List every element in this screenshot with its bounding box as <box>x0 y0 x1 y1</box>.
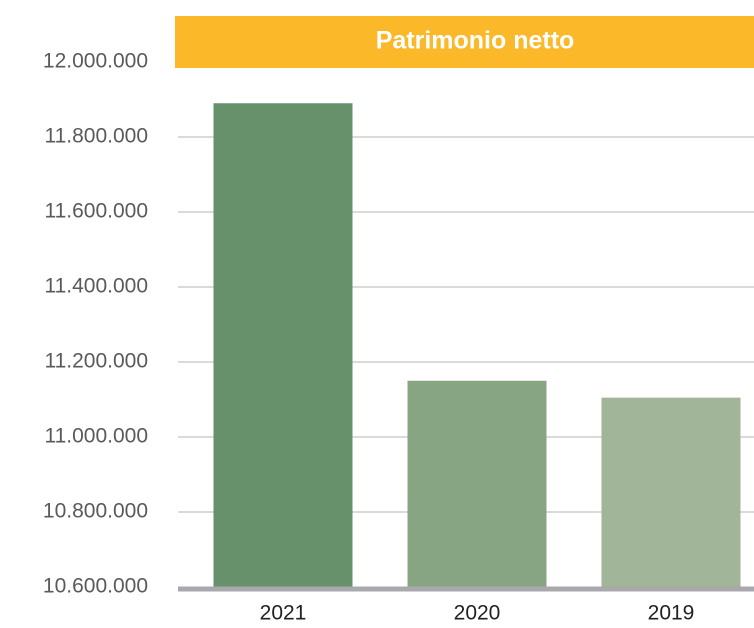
y-tick-label: 11.200.000 <box>44 350 148 373</box>
y-tick-label: 11.800.000 <box>44 125 148 148</box>
x-tick-label: 2020 <box>454 602 501 625</box>
bar <box>213 103 353 587</box>
y-tick-label: 10.800.000 <box>43 500 148 523</box>
bar <box>407 380 547 587</box>
y-tick-label: 11.600.000 <box>44 200 148 223</box>
y-tick-label: 10.600.000 <box>43 575 148 598</box>
x-tick-label: 2021 <box>260 602 307 625</box>
title-banner <box>175 16 754 68</box>
chart-title: Patrimonio netto <box>376 27 575 55</box>
y-tick-label: 11.000.000 <box>44 425 148 448</box>
x-tick-label: 2019 <box>648 602 695 625</box>
bar <box>601 397 741 587</box>
y-tick-label: 12.000.000 <box>43 50 148 73</box>
y-tick-label: 11.400.000 <box>44 275 148 298</box>
